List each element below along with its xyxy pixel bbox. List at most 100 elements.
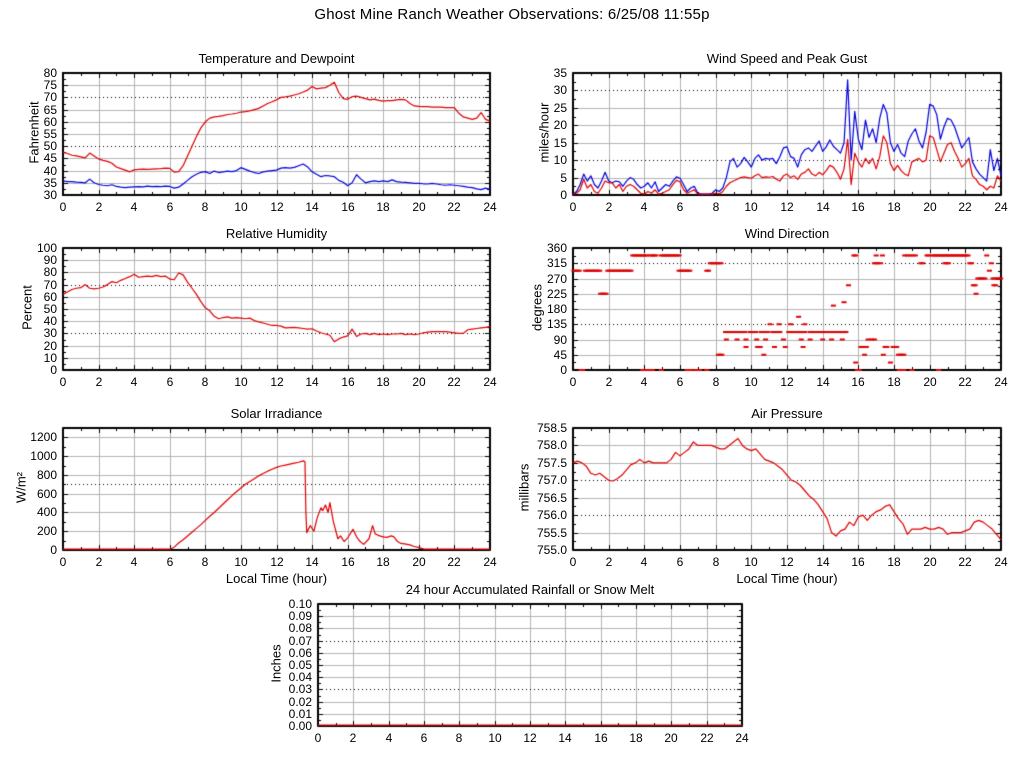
x-tick-label: 18 [887,375,901,389]
y-tick-label: 70 [43,90,57,104]
x-tick-label: 12 [780,375,794,389]
y-tick-label: 225 [546,287,567,301]
x-tick-label: 10 [744,555,758,569]
y-tick-label: 45 [43,151,57,165]
x-tick-label: 0 [59,375,67,389]
x-tick-label: 6 [676,200,684,214]
y-tick-label: 0.00 [288,719,312,733]
x-tick-label: 0 [314,731,322,745]
y-tick-label: 20 [553,118,567,132]
x-tick-label: 24 [735,731,749,745]
y-tick-label: 0.05 [288,658,312,672]
x-tick-label: 8 [712,375,720,389]
y-tick-label: 756.0 [536,508,567,522]
x-tick-label: 20 [412,375,426,389]
x-tick-label: 10 [488,731,502,745]
x-tick-label: 8 [201,375,209,389]
x-tick-label: 22 [447,375,461,389]
x-tick-label: 4 [385,731,393,745]
rainfall-chart-title: 24 hour Accumulated Rainfall or Snow Mel… [405,582,655,597]
y-tick-label: 50 [43,302,57,316]
y-tick-label: 400 [36,505,57,519]
x-tick-label: 0 [569,200,577,214]
x-tick-label: 6 [676,375,684,389]
x-tick-label: 20 [923,555,937,569]
y-tick-label: 755.0 [536,543,567,557]
x-tick-label: 14 [816,200,830,214]
x-tick-label: 22 [958,375,972,389]
x-tick-label: 20 [412,555,426,569]
x-tick-label: 14 [558,731,572,745]
x-tick-label: 12 [270,200,284,214]
x-tick-label: 20 [923,375,937,389]
y-tick-label: 80 [43,66,57,80]
x-tick-label: 22 [700,731,714,745]
wind-speed-chart-title: Wind Speed and Peak Gust [706,51,868,66]
y-tick-label: 30 [43,188,57,202]
y-tick-label: 35 [43,176,57,190]
y-tick-label: 60 [43,115,57,129]
x-tick-label: 16 [851,200,865,214]
x-tick-label: 10 [744,200,758,214]
y-tick-label: 0.10 [288,597,312,611]
y-tick-label: 10 [43,351,57,365]
y-tick-label: 40 [43,314,57,328]
x-tick-label: 8 [455,731,463,745]
y-tick-label: 1200 [30,430,57,444]
x-tick-label: 18 [629,731,643,745]
x-tick-label: 2 [95,375,103,389]
y-tick-label: 5 [560,171,567,185]
humidity-chart-title: Relative Humidity [225,226,328,241]
x-tick-label: 10 [234,375,248,389]
y-tick-label: 40 [43,164,57,178]
x-tick-label: 8 [712,200,720,214]
x-tick-label: 20 [664,731,678,745]
y-tick-label: 10 [553,153,567,167]
x-tick-label: 12 [270,375,284,389]
y-tick-label: 45 [553,348,567,362]
x-tick-label: 4 [130,375,138,389]
x-tick-label: 10 [744,375,758,389]
x-tick-label: 22 [447,200,461,214]
x-tick-label: 14 [305,375,319,389]
y-tick-label: 0 [560,188,567,202]
x-tick-label: 12 [780,200,794,214]
y-tick-label: 25 [553,101,567,115]
x-tick-label: 22 [958,200,972,214]
x-tick-label: 4 [130,555,138,569]
x-tick-label: 16 [851,375,865,389]
x-tick-label: 24 [483,375,497,389]
x-tick-label: 0 [59,555,67,569]
x-tick-label: 16 [341,200,355,214]
y-tick-label: 800 [36,468,57,482]
x-tick-label: 18 [887,555,901,569]
pressure-chart-title: Air Pressure [751,406,823,421]
y-tick-label: 90 [553,333,567,347]
x-tick-label: 0 [569,555,577,569]
y-tick-label: 80 [43,265,57,279]
y-tick-label: 60 [43,290,57,304]
y-tick-label: 70 [43,278,57,292]
x-tick-label: 16 [341,555,355,569]
temperature-chart-title: Temperature and Dewpoint [198,51,355,66]
y-tick-label: 600 [36,487,57,501]
y-tick-label: 0 [50,543,57,557]
y-tick-label: 30 [553,83,567,97]
y-tick-label: 755.5 [536,526,567,540]
x-tick-label: 10 [234,555,248,569]
wind-direction-chart-title: Wind Direction [744,226,830,241]
x-tick-label: 6 [166,555,174,569]
y-tick-label: 100 [36,241,57,255]
x-tick-label: 18 [376,375,390,389]
x-tick-label: 6 [166,375,174,389]
y-tick-label: 758.5 [536,421,567,435]
x-tick-label: 22 [958,555,972,569]
y-tick-label: 180 [546,302,567,316]
x-tick-label: 4 [640,555,648,569]
y-tick-label: 757.5 [536,456,567,470]
y-tick-label: 0.02 [288,695,312,709]
x-tick-label: 2 [349,731,357,745]
y-tick-label: 0.08 [288,621,312,635]
